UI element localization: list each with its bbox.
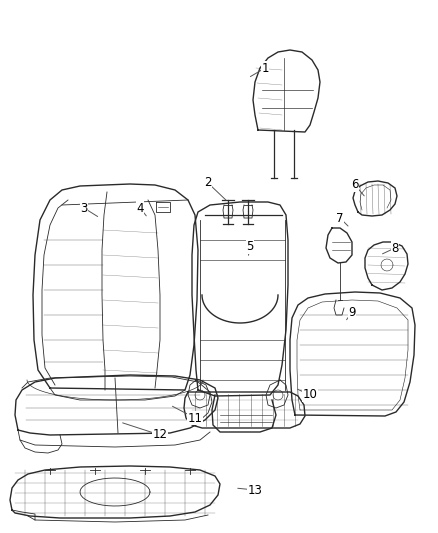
Text: 9: 9 xyxy=(348,305,356,319)
Text: 10: 10 xyxy=(303,389,318,401)
Text: 6: 6 xyxy=(351,179,359,191)
Text: 4: 4 xyxy=(136,201,144,214)
Text: 13: 13 xyxy=(247,483,262,497)
Text: 12: 12 xyxy=(152,429,167,441)
Text: 2: 2 xyxy=(204,176,212,190)
Text: 7: 7 xyxy=(336,212,344,224)
Text: 11: 11 xyxy=(187,411,202,424)
Text: 1: 1 xyxy=(261,61,269,75)
Text: 5: 5 xyxy=(246,240,254,254)
Text: 3: 3 xyxy=(80,201,88,214)
Text: 8: 8 xyxy=(391,241,399,254)
